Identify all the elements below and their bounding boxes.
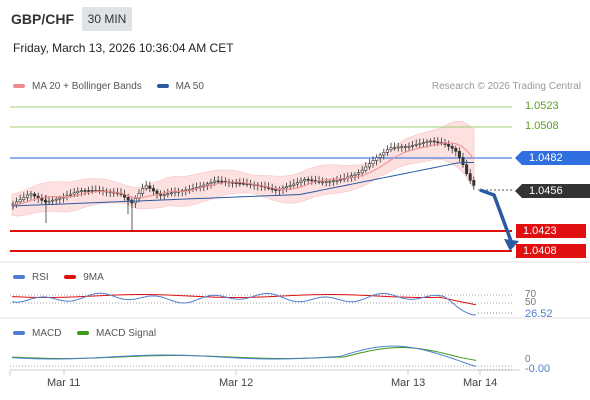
support-2-tag: 1.0408 xyxy=(516,244,586,258)
pivot-value: 1.0482 xyxy=(522,151,590,165)
support-1-tag: 1.0423 xyxy=(516,224,586,238)
research-credit: Research © 2026 Trading Central xyxy=(431,81,581,92)
timeframe-button[interactable]: 30 MIN xyxy=(82,7,132,31)
rsi-70-label: 70 xyxy=(525,289,537,300)
x-axis-label: Mar 14 xyxy=(463,377,498,389)
legend-label: RSI xyxy=(32,272,49,283)
legend-label: MACD Signal xyxy=(96,328,157,339)
legend-item-ma50[interactable]: MA 50 xyxy=(156,81,204,92)
legend-label: 9MA xyxy=(83,272,104,283)
macd-signal-swatch-icon xyxy=(77,331,90,336)
bollinger-bands xyxy=(11,120,475,217)
rsi-50-label: 50 xyxy=(525,297,537,308)
legend-label: MACD xyxy=(32,328,62,339)
legend-label: MA 20 + Bollinger Bands xyxy=(32,81,142,92)
macd-legend: MACD MACD Signal xyxy=(13,328,156,339)
macd-swatch-icon xyxy=(13,331,25,336)
macd-line xyxy=(11,345,477,367)
ma50-line xyxy=(11,161,474,207)
x-axis-label: Mar 13 xyxy=(391,377,426,389)
ma20-line xyxy=(11,142,475,206)
macd-value: -0.00 xyxy=(525,363,551,375)
main-legend: MA 20 + Bollinger Bands MA 50 xyxy=(13,81,216,92)
rsi-legend: RSI 9MA xyxy=(13,272,104,283)
legend-label: MA 50 xyxy=(175,81,204,92)
rsi-value: 26.52 xyxy=(525,308,553,320)
rsi-line xyxy=(11,292,477,316)
x-axis-label: Mar 12 xyxy=(219,377,254,389)
last-price-value: 1.0456 xyxy=(522,184,590,198)
currency-pair-title: GBP/CHF xyxy=(11,11,74,27)
macd-zero-label: 0 xyxy=(525,354,531,365)
resistance-2-label: 1.0523 xyxy=(525,100,559,112)
ma20-swatch-icon xyxy=(13,84,25,89)
rsi-9ma-swatch-icon xyxy=(64,275,77,280)
forecast-arrow xyxy=(479,188,519,251)
resistance-1-label: 1.0508 xyxy=(525,120,559,132)
ma50-swatch-icon xyxy=(156,84,169,89)
legend-item-ma20[interactable]: MA 20 + Bollinger Bands xyxy=(13,81,142,92)
chart-timestamp: Friday, March 13, 2026 10:36:04 AM CET xyxy=(13,41,234,55)
rsi-swatch-icon xyxy=(13,275,25,280)
x-axis-label: Mar 11 xyxy=(47,377,81,389)
